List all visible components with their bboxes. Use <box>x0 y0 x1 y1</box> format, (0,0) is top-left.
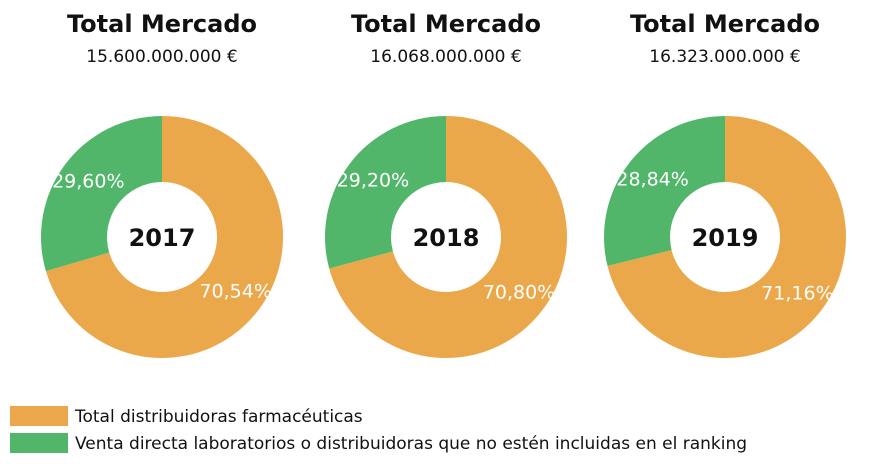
chart-subtitle: 16.068.000.000 € <box>370 47 521 67</box>
donut-slice <box>40 116 163 272</box>
legend-swatch <box>10 433 68 453</box>
value-label: 70,80% <box>483 281 555 303</box>
donut-slice <box>607 116 846 358</box>
value-label: 71,16% <box>761 282 833 304</box>
legend-label: Venta directa laboratorios o distribuido… <box>75 434 747 454</box>
chart-title: Total Mercado <box>67 10 257 38</box>
chart-subtitle: 16.323.000.000 € <box>649 47 800 67</box>
donut-slice <box>329 116 567 358</box>
legend-swatch <box>10 406 68 426</box>
value-label: 70,54% <box>199 281 271 303</box>
legend-label: Total distribuidoras farmacéuticas <box>74 407 363 427</box>
center-label: 2019 <box>692 224 759 252</box>
chart-title: Total Mercado <box>630 10 820 38</box>
donut-slice <box>45 116 284 358</box>
chart-subtitle: 15.600.000.000 € <box>86 47 237 67</box>
value-label: 29,60% <box>52 170 124 192</box>
value-label: 28,84% <box>616 169 688 191</box>
chart-title: Total Mercado <box>351 10 541 38</box>
center-label: 2018 <box>413 224 480 252</box>
value-label: 29,20% <box>337 170 409 192</box>
donut-slice <box>325 116 446 269</box>
center-label: 2017 <box>129 224 196 252</box>
donut-slice <box>604 116 725 266</box>
